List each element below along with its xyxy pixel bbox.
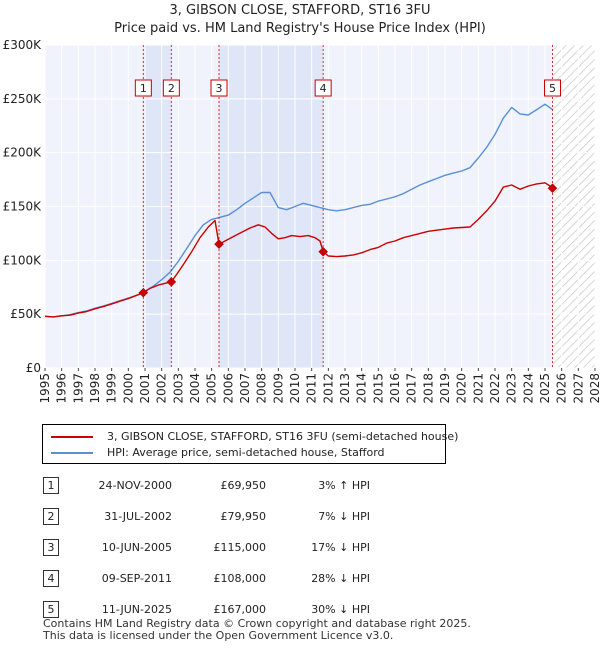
x-tick-label: 2004 bbox=[188, 373, 202, 404]
x-tick-label: 2001 bbox=[138, 373, 152, 404]
sale-number-badge: 4 bbox=[43, 570, 59, 587]
legend-swatch-property bbox=[51, 436, 93, 438]
sale-number-badge: 3 bbox=[43, 539, 59, 556]
sale-price: £167,000 bbox=[213, 603, 267, 616]
x-tick-label: 2020 bbox=[455, 373, 469, 404]
y-tick-label: £50K bbox=[10, 307, 42, 321]
x-tick-label: 2000 bbox=[121, 373, 135, 404]
sale-point bbox=[138, 287, 149, 298]
sale-number-badge: 5 bbox=[43, 601, 59, 618]
sale-marker-label: 4 bbox=[320, 82, 327, 95]
sale-hpi-diff: 17% ↓ HPI bbox=[311, 541, 370, 554]
sale-row: 1 24-NOV-2000 £69,950 3% ↑ HPI bbox=[0, 476, 600, 496]
x-tick-label: 2002 bbox=[155, 373, 169, 404]
sale-point bbox=[166, 277, 177, 287]
x-tick-label: 2014 bbox=[355, 373, 369, 404]
sale-hpi-diff: 7% ↓ HPI bbox=[318, 510, 370, 523]
x-tick-label: 2019 bbox=[438, 373, 452, 404]
y-tick-label: £100K bbox=[3, 253, 43, 267]
x-tick-label: 2028 bbox=[588, 373, 600, 404]
sale-marker-label: 3 bbox=[216, 82, 223, 95]
sale-row: 5 11-JUN-2025 £167,000 30% ↓ HPI bbox=[0, 600, 600, 620]
sale-price: £115,000 bbox=[213, 541, 267, 554]
y-tick-label: £250K bbox=[3, 92, 43, 106]
x-tick-label: 1996 bbox=[55, 373, 69, 404]
sale-price: £108,000 bbox=[213, 572, 267, 585]
legend-label-hpi: HPI: Average price, semi-detached house,… bbox=[107, 446, 385, 459]
x-tick-label: 1999 bbox=[105, 373, 119, 404]
sale-marker-box bbox=[314, 79, 332, 97]
sale-date: 10-JUN-2005 bbox=[101, 541, 172, 554]
x-tick-label: 2017 bbox=[405, 373, 419, 404]
sale-point bbox=[318, 246, 329, 257]
chart-title: 3, GIBSON CLOSE, STAFFORD, ST16 3FU bbox=[169, 3, 431, 18]
y-tick-label: £0 bbox=[26, 361, 41, 375]
x-tick-label: 2023 bbox=[505, 373, 519, 404]
x-tick-label: 2010 bbox=[288, 373, 302, 404]
x-tick-label: 2009 bbox=[271, 373, 285, 404]
x-tick-label: 2022 bbox=[488, 373, 502, 404]
sale-hpi-diff: 28% ↓ HPI bbox=[311, 572, 370, 585]
y-tick-label: £200K bbox=[3, 146, 43, 160]
x-tick-label: 2003 bbox=[171, 373, 185, 404]
sale-row: 2 31-JUL-2002 £79,950 7% ↓ HPI bbox=[0, 507, 600, 527]
x-tick-label: 1995 bbox=[38, 373, 52, 404]
x-tick-label: 2016 bbox=[388, 373, 402, 404]
sale-point bbox=[547, 183, 558, 194]
x-tick-label: 2027 bbox=[571, 373, 585, 404]
sale-marker-label: 2 bbox=[168, 82, 175, 95]
x-tick-label: 2008 bbox=[255, 373, 269, 404]
sale-hpi-diff: 30% ↓ HPI bbox=[311, 603, 370, 616]
legend-label-property: 3, GIBSON CLOSE, STAFFORD, ST16 3FU (sem… bbox=[107, 430, 459, 443]
footer-licence: This data is licensed under the Open Gov… bbox=[43, 629, 394, 642]
x-tick-label: 2013 bbox=[338, 373, 352, 404]
property-price-line bbox=[44, 182, 553, 318]
sale-marker-label: 5 bbox=[549, 82, 556, 95]
sale-marker-label: 1 bbox=[140, 82, 147, 95]
sale-marker-box bbox=[544, 79, 561, 97]
footer-copyright: Contains HM Land Registry data © Crown c… bbox=[43, 617, 471, 630]
sale-price: £79,950 bbox=[220, 510, 267, 523]
sale-marker-box bbox=[162, 79, 180, 97]
sale-date: 11-JUN-2025 bbox=[101, 603, 172, 616]
sale-row: 3 10-JUN-2005 £115,000 17% ↓ HPI bbox=[0, 538, 600, 558]
sale-number-badge: 2 bbox=[43, 508, 59, 525]
sale-date: 24-NOV-2000 bbox=[98, 479, 172, 492]
x-tick-label: 2007 bbox=[238, 373, 252, 404]
sale-row: 4 09-SEP-2011 £108,000 28% ↓ HPI bbox=[0, 569, 600, 589]
legend: 3, GIBSON CLOSE, STAFFORD, ST16 3FU (sem… bbox=[42, 424, 458, 464]
footer: Contains HM Land Registry data © Crown c… bbox=[43, 618, 471, 642]
sale-date: 09-SEP-2011 bbox=[101, 572, 172, 585]
y-tick-label: £150K bbox=[3, 200, 43, 214]
y-tick-label: £300K bbox=[3, 38, 43, 52]
sale-point bbox=[214, 239, 224, 250]
x-tick-label: 2015 bbox=[371, 373, 385, 404]
sale-date: 31-JUL-2002 bbox=[104, 510, 172, 523]
sale-hpi-diff: 3% ↑ HPI bbox=[318, 479, 370, 492]
x-tick-label: 2012 bbox=[321, 373, 335, 404]
x-tick-label: 1998 bbox=[88, 373, 102, 404]
sale-marker-box bbox=[210, 79, 228, 97]
sale-number-badge: 1 bbox=[43, 477, 59, 494]
x-tick-label: 2006 bbox=[221, 373, 235, 404]
sale-marker-box bbox=[134, 79, 152, 97]
x-tick-label: 2021 bbox=[471, 373, 485, 404]
x-tick-label: 2026 bbox=[555, 373, 569, 404]
x-tick-label: 2005 bbox=[205, 373, 219, 404]
x-tick-label: 2011 bbox=[305, 373, 319, 404]
x-tick-label: 2024 bbox=[521, 373, 535, 404]
x-tick-label: 1997 bbox=[71, 373, 85, 404]
chart-subtitle: Price paid vs. HM Land Registry's House … bbox=[114, 21, 486, 36]
x-tick-label: 2025 bbox=[538, 373, 552, 404]
sale-price: £69,950 bbox=[220, 479, 267, 492]
x-tick-label: 2018 bbox=[421, 373, 435, 404]
legend-swatch-hpi bbox=[51, 452, 93, 454]
